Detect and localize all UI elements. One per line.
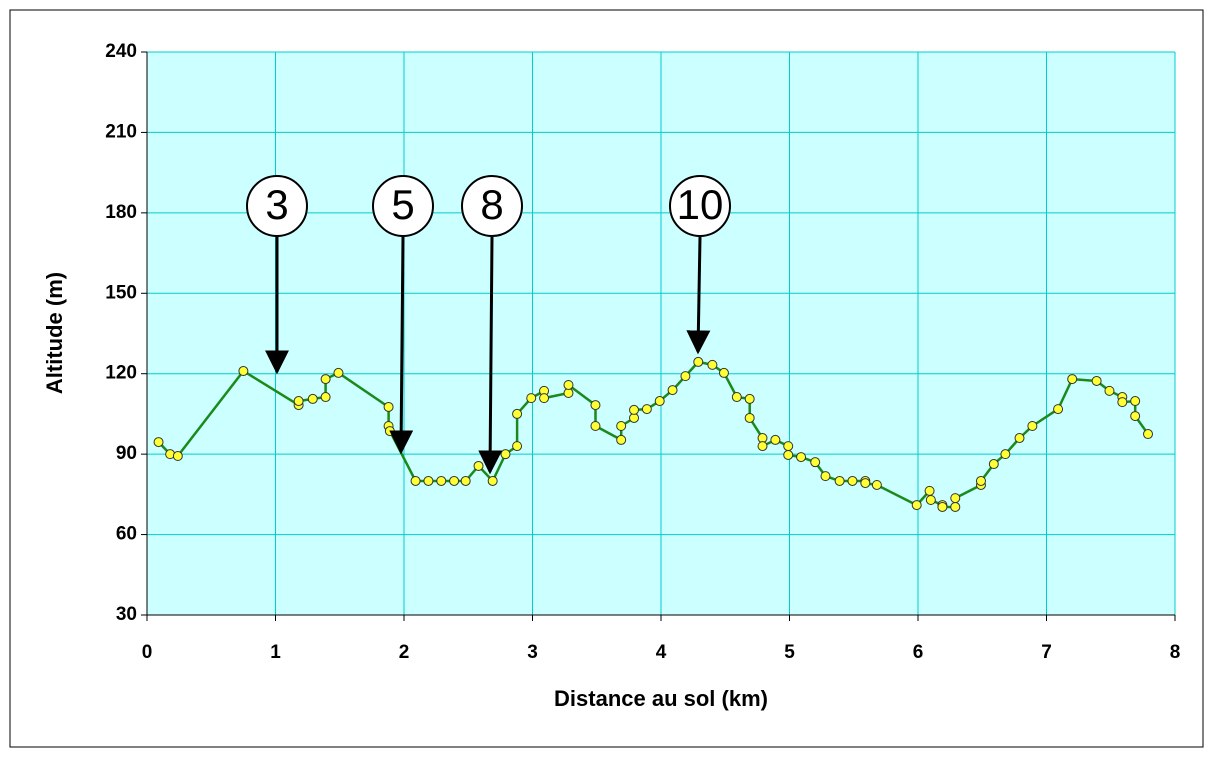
data-point [1053, 404, 1064, 415]
data-point [629, 404, 640, 415]
data-point [487, 475, 498, 486]
data-point [1143, 429, 1154, 440]
data-point [616, 434, 627, 445]
data-point [693, 356, 704, 367]
x-tick-label: 6 [913, 642, 924, 663]
x-tick-label: 1 [270, 642, 281, 663]
annotation-arrow [478, 236, 503, 475]
data-point [950, 493, 961, 504]
data-point [975, 475, 986, 486]
data-point [757, 441, 768, 452]
data-point [383, 401, 394, 412]
data-point [1014, 433, 1025, 444]
annotation-circle [372, 175, 434, 237]
data-point [384, 426, 395, 437]
data-point [834, 475, 845, 486]
y-tick-label: 240 [105, 41, 137, 62]
annotation-circle [669, 175, 731, 237]
x-tick-label: 7 [1041, 642, 1052, 663]
data-point [1000, 449, 1011, 460]
data-point [911, 500, 922, 511]
data-point [590, 420, 601, 431]
data-point [847, 475, 858, 486]
x-tick-label: 2 [399, 642, 410, 663]
data-point [333, 367, 344, 378]
y-tick-label: 210 [105, 121, 137, 142]
y-axis-title: Altitude (m) [42, 272, 67, 394]
data-point [1104, 385, 1115, 396]
y-tick-label: 60 [116, 524, 137, 545]
x-tick-label: 0 [142, 642, 153, 663]
y-tick-label: 120 [105, 363, 137, 384]
data-point [796, 452, 807, 463]
data-point [539, 393, 550, 404]
data-point [320, 392, 331, 403]
data-point [1027, 420, 1038, 431]
data-point [925, 494, 936, 505]
data-point [937, 501, 948, 512]
annotation-label: 8 [480, 181, 503, 228]
y-tick-label: 150 [105, 282, 137, 303]
data-point [563, 379, 574, 390]
data-point [460, 475, 471, 486]
data-point [988, 459, 999, 470]
annotation-circle [246, 175, 308, 237]
data-point [707, 359, 718, 370]
data-point [1117, 397, 1128, 408]
data-point [473, 460, 484, 471]
data-point [924, 485, 935, 496]
data-point [320, 374, 331, 385]
data-point [172, 451, 183, 462]
data-point [810, 457, 821, 468]
data-point [783, 449, 794, 460]
data-point [744, 393, 755, 404]
data-point [718, 367, 729, 378]
annotation-arrow [389, 236, 414, 455]
data-point [500, 449, 511, 460]
x-axis-title: Distance au sol (km) [554, 686, 768, 711]
data-point [526, 393, 537, 404]
data-point [436, 475, 447, 486]
data-point [410, 475, 421, 486]
data-point [307, 393, 318, 404]
data-point [293, 396, 304, 407]
data-point [770, 434, 781, 445]
x-tick-label: 3 [527, 642, 538, 663]
data-point [680, 371, 691, 382]
data-point [860, 478, 871, 489]
x-tick-label: 5 [784, 642, 795, 663]
data-point [423, 475, 434, 486]
data-point [641, 404, 652, 415]
annotation-arrow [686, 236, 711, 355]
y-tick-label: 30 [116, 604, 137, 625]
data-point [667, 385, 678, 396]
data-point [449, 475, 460, 486]
data-point [512, 408, 523, 419]
data-point [1067, 374, 1078, 385]
annotation-label: 10 [677, 181, 724, 228]
data-point [1130, 411, 1141, 422]
data-point [654, 396, 665, 407]
annotation-circle [461, 175, 523, 237]
annotation-label: 5 [391, 181, 414, 228]
data-point [616, 420, 627, 431]
x-tick-label: 8 [1170, 642, 1181, 663]
data-point [1130, 396, 1141, 407]
data-point [783, 441, 794, 452]
y-tick-label: 90 [116, 443, 137, 464]
data-point [744, 412, 755, 423]
data-point [238, 366, 249, 377]
data-point [731, 392, 742, 403]
data-point [820, 471, 831, 482]
data-point [871, 479, 882, 490]
data-point [153, 437, 164, 448]
data-point [512, 441, 523, 452]
x-tick-label: 4 [656, 642, 667, 663]
data-point [950, 501, 961, 512]
data-point [1091, 375, 1102, 386]
annotation-label: 3 [265, 181, 288, 228]
data-point [590, 400, 601, 411]
y-tick-label: 180 [105, 202, 137, 223]
